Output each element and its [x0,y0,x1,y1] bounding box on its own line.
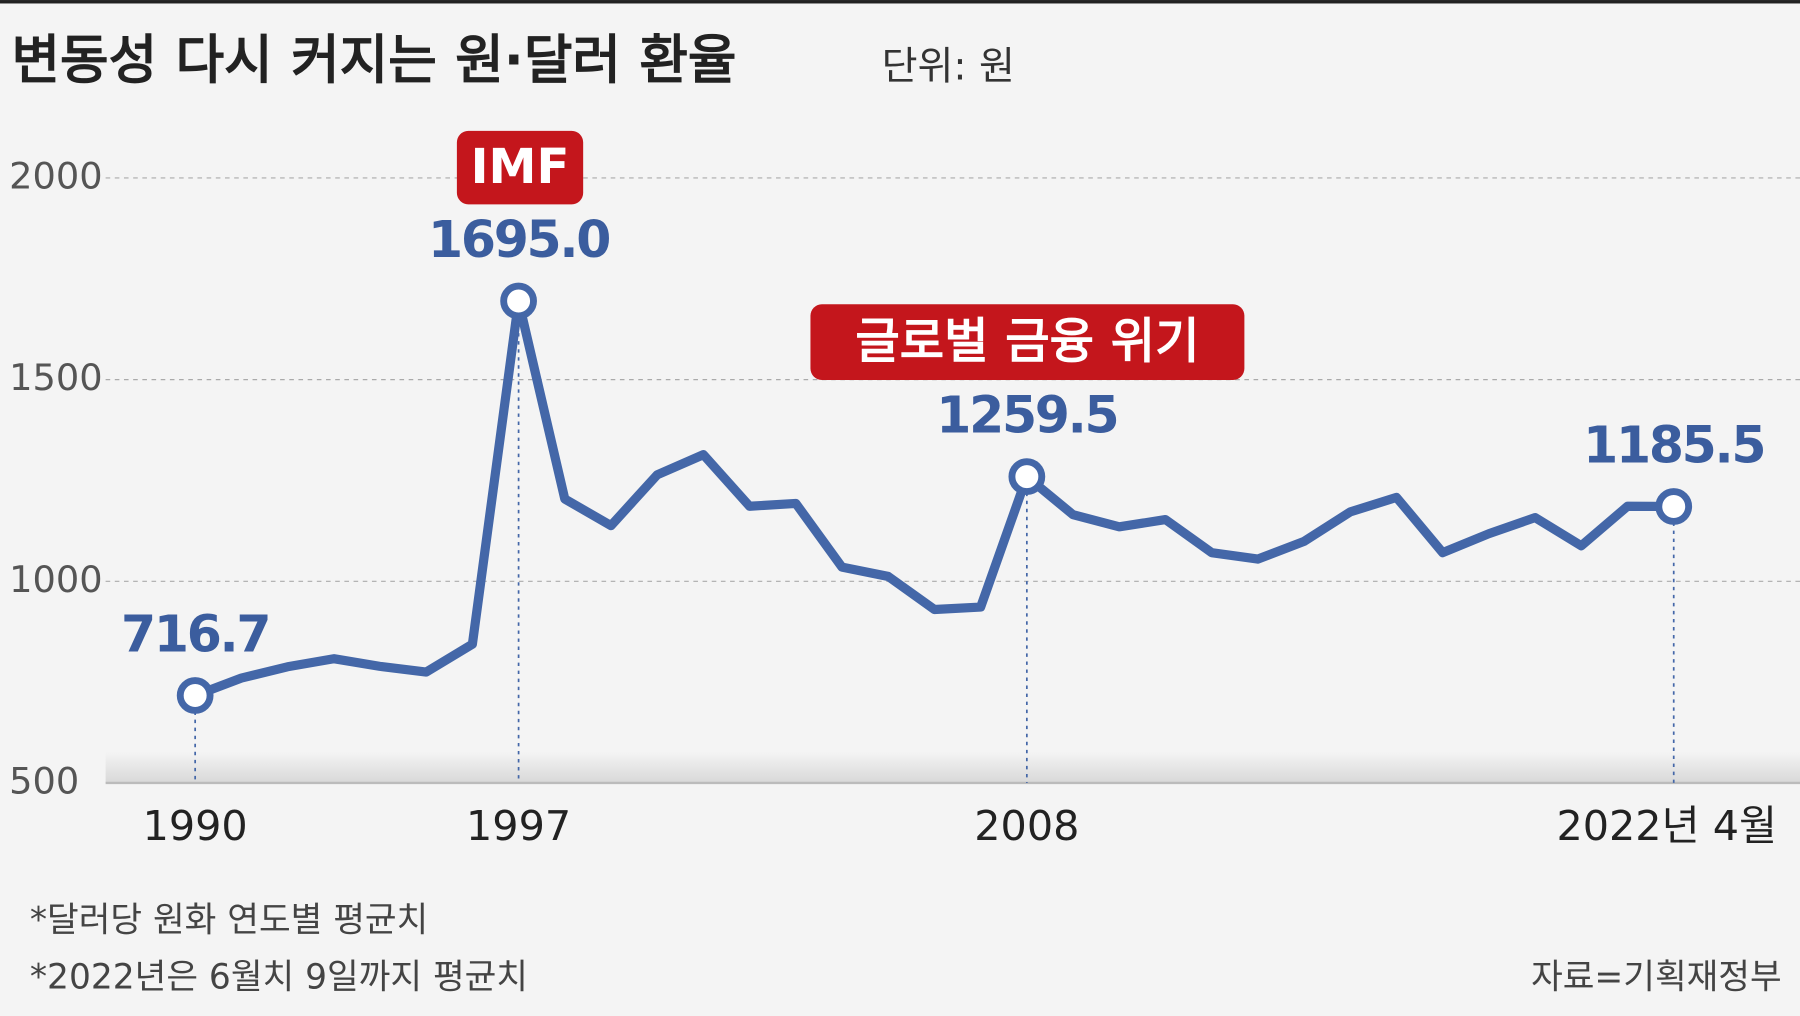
line-series [193,296,1674,700]
highlight-point [1008,458,1046,495]
chart-subtitle: 단위: 원 [882,44,1015,89]
annotation: IMF [471,139,570,195]
y-tick-label: 1500 [9,356,102,399]
footnote: *달러당 원화 연도별 평균치 [30,900,428,940]
highlight-point [1655,488,1693,525]
highlight-point [500,282,537,320]
footnote: *2022년은 6월치 9일까지 평균치 [30,958,528,998]
chart-title: 변동성 다시 커지는 원·달러 환율 [11,30,736,91]
annotation: 글로벌 금융 위기 [855,313,1199,369]
data-label: 1185.5 [1583,416,1764,475]
x-tick-label: 2022년 4월 [1556,802,1777,850]
annotation-box [456,130,584,205]
y-tick-label: 2000 [9,154,102,197]
source: 자료=기획재정부 [1531,958,1782,998]
y-tick-label: 500 [9,759,79,802]
base-shade [105,751,1800,783]
data-label: 716.7 [121,605,269,664]
data-label: 1695.0 [428,210,609,269]
annotation-box [810,304,1245,381]
top-rule [0,0,1800,4]
data-label: 1259.5 [936,386,1117,445]
x-tick-label: 1997 [466,802,571,850]
x-tick-label: 1990 [143,802,248,850]
highlight-point [176,677,214,714]
x-tick-label: 2008 [974,802,1079,850]
y-tick-label: 1000 [9,558,102,601]
